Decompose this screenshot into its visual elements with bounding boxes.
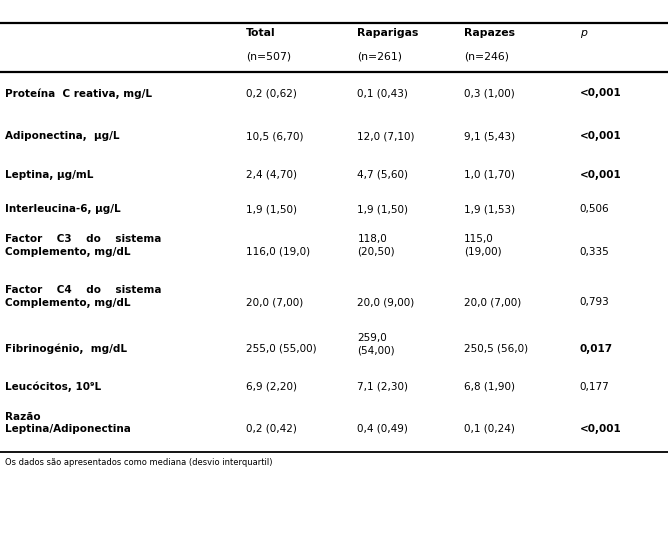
Text: 0,177: 0,177 [580,382,610,392]
Text: Adiponectina,  μg/L: Adiponectina, μg/L [5,131,120,141]
Text: 0,017: 0,017 [580,344,613,354]
Text: Factor    C3    do    sistema
Complemento, mg/dL: Factor C3 do sistema Complemento, mg/dL [5,235,162,257]
Text: Raparigas: Raparigas [357,28,419,38]
Text: 20,0 (7,00): 20,0 (7,00) [246,298,303,307]
Text: (n=246): (n=246) [464,51,509,61]
Text: 0,1 (0,24): 0,1 (0,24) [464,424,515,434]
Text: 0,4 (0,49): 0,4 (0,49) [357,424,408,434]
Text: 0,1 (0,43): 0,1 (0,43) [357,88,408,98]
Text: (n=261): (n=261) [357,51,402,61]
Text: (n=507): (n=507) [246,51,291,61]
Text: 20,0 (9,00): 20,0 (9,00) [357,298,415,307]
Text: 0,793: 0,793 [580,298,610,307]
Text: 0,2 (0,62): 0,2 (0,62) [246,88,297,98]
Text: Fibrinogénio,  mg/dL: Fibrinogénio, mg/dL [5,343,128,354]
Text: 255,0 (55,00): 255,0 (55,00) [246,344,317,354]
Text: p: p [580,28,587,38]
Text: 2,4 (4,70): 2,4 (4,70) [246,170,297,180]
Text: Razão
Leptina/Adiponectina: Razão Leptina/Adiponectina [5,412,131,434]
Text: 116,0 (19,0): 116,0 (19,0) [246,247,310,257]
Text: 6,8 (1,90): 6,8 (1,90) [464,382,515,392]
Text: 250,5 (56,0): 250,5 (56,0) [464,344,528,354]
Text: 1,9 (1,50): 1,9 (1,50) [246,204,297,214]
Text: 1,0 (1,70): 1,0 (1,70) [464,170,515,180]
Text: Factor    C4    do    sistema
Complemento, mg/dL: Factor C4 do sistema Complemento, mg/dL [5,285,162,307]
Text: Proteína  C reativa, mg/L: Proteína C reativa, mg/L [5,88,152,99]
Text: 0,506: 0,506 [580,204,609,214]
Text: 0,335: 0,335 [580,247,610,257]
Text: <0,001: <0,001 [580,170,621,180]
Text: 4,7 (5,60): 4,7 (5,60) [357,170,408,180]
Text: 1,9 (1,50): 1,9 (1,50) [357,204,408,214]
Text: Leptina, μg/mL: Leptina, μg/mL [5,170,94,180]
Text: 12,0 (7,10): 12,0 (7,10) [357,131,415,141]
Text: <0,001: <0,001 [580,424,621,434]
Text: Rapazes: Rapazes [464,28,515,38]
Text: 7,1 (2,30): 7,1 (2,30) [357,382,408,392]
Text: 9,1 (5,43): 9,1 (5,43) [464,131,516,141]
Text: <0,001: <0,001 [580,88,621,98]
Text: Leucócitos, 10⁹L: Leucócitos, 10⁹L [5,381,102,392]
Text: 20,0 (7,00): 20,0 (7,00) [464,298,522,307]
Text: 0,2 (0,42): 0,2 (0,42) [246,424,297,434]
Text: 259,0
(54,00): 259,0 (54,00) [357,333,395,355]
Text: Interleucina-6, μg/L: Interleucina-6, μg/L [5,204,121,214]
Text: Total: Total [246,28,275,38]
Text: 118,0
(20,50): 118,0 (20,50) [357,235,395,257]
Text: <0,001: <0,001 [580,131,621,141]
Text: 0,3 (1,00): 0,3 (1,00) [464,88,515,98]
Text: 1,9 (1,53): 1,9 (1,53) [464,204,516,214]
Text: 10,5 (6,70): 10,5 (6,70) [246,131,303,141]
Text: 115,0
(19,00): 115,0 (19,00) [464,235,502,257]
Text: 6,9 (2,20): 6,9 (2,20) [246,382,297,392]
Text: Os dados são apresentados como mediana (desvio interquartil): Os dados são apresentados como mediana (… [5,458,273,466]
